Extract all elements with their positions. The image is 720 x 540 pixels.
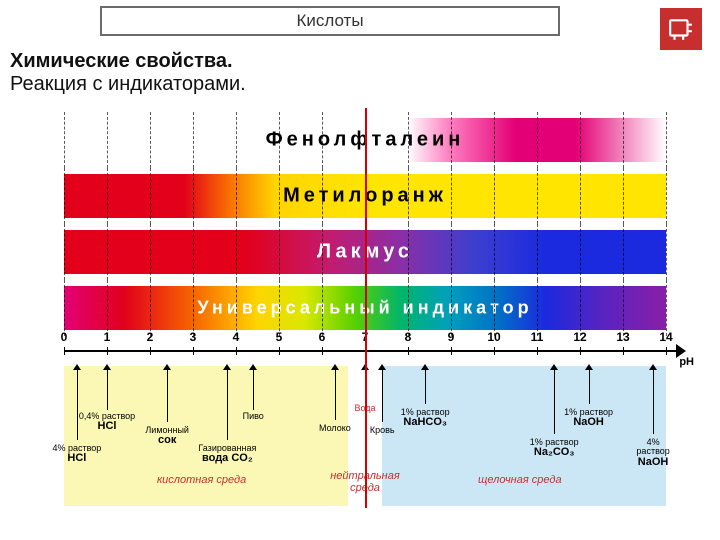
example-arrow	[335, 370, 336, 420]
example-label: 4% растворHCl	[52, 444, 101, 465]
example-label: Молоко	[319, 424, 351, 433]
example-arrow	[253, 370, 254, 410]
neutral-line	[365, 108, 367, 508]
example-label: Кровь	[370, 426, 395, 435]
example-label: 0,4% растворHCl	[79, 412, 135, 433]
example-arrow	[382, 370, 383, 422]
example-label: 1% растворNaOH	[564, 408, 613, 429]
example-arrow	[554, 370, 555, 434]
example-arrow	[589, 370, 590, 404]
logo-icon	[660, 8, 702, 50]
example-arrow	[77, 370, 78, 440]
example-label: 1% растворNaHCO₃	[401, 408, 450, 429]
example-arrow	[653, 370, 654, 434]
example-label: Газированнаявода CO₂	[198, 444, 256, 465]
example-arrow	[227, 370, 228, 440]
title-box: Кислоты	[100, 6, 560, 36]
subtitle-block: Химические свойства. Реакция с индикатор…	[0, 42, 720, 100]
example-label: 1% растворNa₂CO₃	[530, 438, 579, 459]
example-label: Пиво	[243, 412, 264, 421]
page-title: Кислоты	[296, 11, 363, 31]
example-arrow	[167, 370, 168, 422]
environment-label: щелочная среда	[478, 474, 562, 486]
example-arrow	[425, 370, 426, 404]
example-arrow	[107, 370, 108, 410]
subtitle-line-2: Реакция с индикаторами.	[10, 73, 710, 96]
example-label: Лимонныйсок	[145, 426, 189, 447]
example-label: 4% растворNaOH	[636, 438, 669, 468]
environment-label: кислотная среда	[157, 474, 246, 486]
subtitle-line-1: Химические свойства.	[10, 50, 710, 73]
